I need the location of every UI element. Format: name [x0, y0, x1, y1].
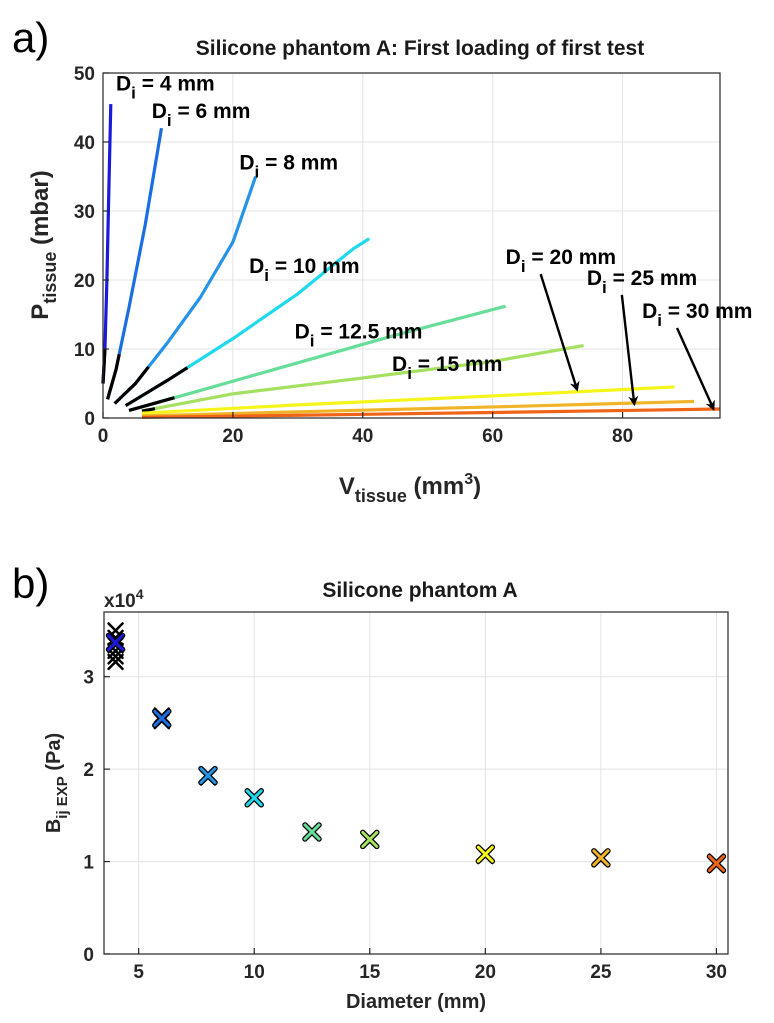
chart-b-point [244, 788, 264, 808]
chart-b-xlabel: Diameter (mm) [346, 991, 486, 1013]
chart-a-xlabel: Vtissue (mm3) [339, 471, 481, 506]
chart-b-grid [104, 612, 728, 955]
chart-a-xlabel-sub: tissue [355, 486, 407, 506]
chart-a-series-line [141, 399, 695, 418]
chart-b-xtick-label: 30 [706, 962, 727, 983]
chart-b-xtick-label: 5 [133, 962, 144, 983]
chart-a-ytick-label: 20 [74, 271, 95, 292]
chart-a-series-label: Di = 15 mm [392, 353, 502, 383]
chart-b-point [152, 708, 172, 729]
chart-a-series-line [128, 304, 507, 412]
chart-b-axes-box [103, 611, 729, 955]
chart-a-ylabel-sub: tissue [40, 252, 60, 304]
chart-b-xtick-label: 20 [475, 962, 496, 983]
chart-a-series-label: Di = 4 mm [116, 72, 215, 102]
chart-b-point [198, 765, 218, 786]
chart-a-annotation-arrow [620, 294, 639, 407]
chart-b-ticks: 5 10 15 20 25 30 0 1 2 3 [83, 668, 727, 983]
chart-b-exponent-sup: 4 [136, 586, 144, 602]
chart-a-series-label: Di = 25 mm [587, 267, 697, 297]
chart-a-ytick-label: 30 [74, 202, 95, 223]
chart-a-series [101, 104, 721, 419]
chart-a-series-initial-segment [141, 407, 156, 413]
chart-a-series-label: Di = 30 mm [642, 300, 752, 330]
chart-a-series-line [101, 104, 113, 384]
panel-b-label: b) [12, 560, 49, 607]
chart-b-xtick-label: 15 [359, 962, 381, 983]
chart-b-title: Silicone phantom A [322, 579, 517, 602]
chart-b-ylabel-sub: ij EXP [54, 776, 71, 819]
chart-a-xtick-label: 0 [98, 426, 109, 447]
chart-a-xtick-label: 60 [482, 426, 503, 447]
chart-b-exponent: x104 [104, 586, 144, 612]
chart-a-ylabel: Ptissue (mbar) [27, 170, 60, 319]
chart-a-series-label: Di = 6 mm [152, 100, 251, 130]
chart-a-series-initial-segment [113, 365, 150, 405]
chart-b-point [475, 844, 496, 864]
panel-a-label: a) [12, 14, 49, 61]
chart-a-ytick-label: 40 [74, 133, 95, 154]
chart-b-point [302, 822, 322, 842]
chart-a-series-label: Di = 20 mm [506, 246, 616, 276]
chart-a-annotation-arrow [539, 273, 580, 392]
chart-a-series-initial-segment [128, 396, 175, 412]
chart-a-series-line [141, 407, 721, 419]
chart-a-ytick-label: 10 [74, 340, 95, 361]
chart-b-ytick-label: 2 [83, 760, 94, 781]
chart-a-axes-box [102, 72, 721, 419]
chart-b-point [107, 629, 124, 647]
chart-a-xtick-label: 80 [612, 426, 633, 447]
chart-a: Silicone phantom A: First loading of fir… [27, 37, 752, 506]
chart-b-point [591, 848, 611, 868]
chart-b-point [360, 829, 380, 850]
chart-a-ticks: 0 20 40 60 80 0 10 20 30 40 50 [74, 64, 633, 447]
chart-b-points [105, 622, 727, 874]
chart-b-ylabel-main: B [43, 819, 65, 833]
chart-a-series-label: Di = 8 mm [239, 152, 338, 182]
chart-b-ytick-label: 0 [83, 945, 94, 966]
chart-a-xtick-label: 40 [352, 426, 373, 447]
chart-b-point [105, 632, 126, 653]
chart-a-title: Silicone phantom A: First loading of fir… [196, 37, 644, 60]
chart-a-xlabel-unit: (mm [407, 473, 464, 500]
chart-b-ylabel: Bij EXP (Pa) [43, 733, 71, 833]
chart-a-ylabel-unit: (mbar) [27, 170, 54, 251]
chart-a-ylabel-main: P [27, 304, 54, 320]
chart-a-series-label: Di = 12.5 mm [295, 321, 423, 351]
chart-b-xtick-label: 25 [590, 962, 612, 983]
chart-a-series-initial-segment [106, 353, 121, 400]
chart-b-xtick-label: 10 [244, 962, 265, 983]
chart-a-xlabel-main: V [339, 473, 355, 500]
chart-a-series-line [141, 343, 584, 413]
chart-a-ytick-label: 0 [84, 409, 95, 430]
chart-a-ytick-label: 50 [74, 64, 95, 85]
chart-b-point [706, 853, 727, 874]
chart-b-ytick-label: 1 [83, 853, 94, 874]
chart-a-xlabel-unit-close: ) [473, 473, 481, 500]
chart-b-exponent-base: x10 [104, 591, 136, 612]
chart-b-ytick-label: 3 [83, 668, 94, 689]
chart-b-ylabel-unit: (Pa) [43, 733, 65, 776]
chart-a-series-label: Di = 10 mm [249, 255, 359, 285]
chart-a-annotation-arrow [675, 327, 715, 411]
chart-a-series-initial-segment [124, 366, 189, 407]
chart-a-xlabel-unit-sup: 3 [464, 471, 473, 488]
chart-a-series-line [141, 385, 675, 415]
chart-a-xtick-label: 20 [222, 426, 243, 447]
